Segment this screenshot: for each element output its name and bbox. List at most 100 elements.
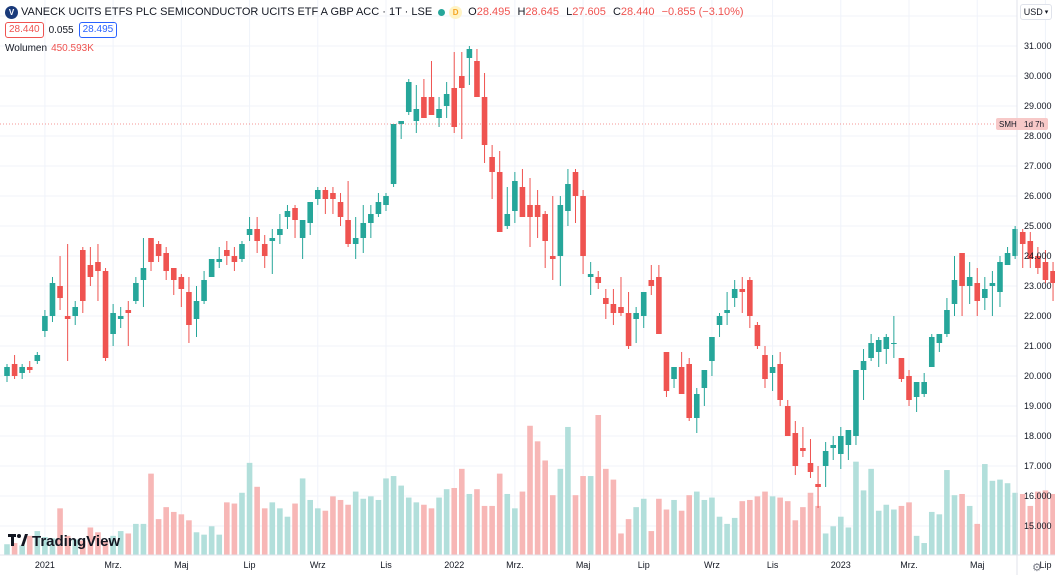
candle-body xyxy=(1004,253,1011,265)
candle-body xyxy=(383,196,389,205)
candle xyxy=(618,277,624,316)
candle-body xyxy=(80,250,86,301)
volume-bar xyxy=(731,517,738,555)
bid-ask-row: 28.440 0.055 28.495 xyxy=(5,22,118,38)
price-axis-label: SMH 1d 7h xyxy=(996,118,1048,130)
candle xyxy=(133,277,139,304)
tradingview-logo[interactable]: TradingView xyxy=(8,533,120,550)
candle-body xyxy=(777,364,783,400)
time-tick-label: 2021 xyxy=(35,560,55,570)
volume-bar xyxy=(398,485,404,555)
volume-bar xyxy=(800,507,806,555)
candle xyxy=(239,241,245,262)
candle-body xyxy=(299,220,306,238)
candle xyxy=(314,187,321,205)
delay-badge[interactable]: D xyxy=(449,5,463,19)
price-tick-label: 22.000 xyxy=(1024,311,1052,321)
candle xyxy=(997,256,1003,307)
candle xyxy=(254,217,260,253)
candle-body xyxy=(784,406,791,436)
candle-body xyxy=(587,274,594,277)
candle-body xyxy=(178,277,185,289)
candle xyxy=(587,262,594,295)
volume-bar xyxy=(549,495,556,555)
candle xyxy=(261,235,268,268)
candle xyxy=(352,217,359,259)
candle-body xyxy=(277,229,283,235)
candle xyxy=(1027,232,1034,268)
candle-body xyxy=(928,337,935,367)
candle-body xyxy=(170,268,177,280)
volume-bar xyxy=(474,489,480,555)
buy-price-button[interactable]: 28.495 xyxy=(78,22,118,38)
candle xyxy=(87,247,94,286)
price-tick-label: 31.000 xyxy=(1024,41,1052,51)
volume-bar xyxy=(307,499,313,555)
candle-body xyxy=(1012,229,1018,256)
candle-body xyxy=(398,121,404,124)
candle-body xyxy=(1027,241,1034,259)
currency-select[interactable]: USD ▾ xyxy=(1020,4,1052,20)
volume-bar xyxy=(633,507,639,555)
candle xyxy=(201,271,207,304)
candle xyxy=(549,196,556,280)
candle xyxy=(322,187,329,214)
volume-bar xyxy=(769,496,776,555)
volume-bar xyxy=(504,493,511,555)
candle-body xyxy=(944,310,950,334)
volume-bar xyxy=(739,501,746,555)
volume-bar xyxy=(201,534,207,555)
volume-bar xyxy=(246,462,253,555)
candle xyxy=(572,169,579,223)
volume-bar xyxy=(1019,493,1026,555)
ohlc-readout: O28.495 H28.645 L27.605 C28.440 −0.855 (… xyxy=(468,6,747,18)
sell-price-button[interactable]: 28.440 xyxy=(5,22,44,38)
candle xyxy=(845,430,852,460)
volume-bar xyxy=(459,468,465,555)
candle-body xyxy=(921,382,927,394)
candle-body xyxy=(1019,232,1026,244)
volume-bar xyxy=(466,493,473,555)
candle xyxy=(496,151,503,232)
volume-bar xyxy=(542,460,548,555)
candle xyxy=(671,367,677,388)
candle-body xyxy=(724,310,730,313)
time-tick-label: Lis xyxy=(767,560,779,570)
candle xyxy=(451,52,458,133)
volume-series xyxy=(4,415,1055,555)
candle xyxy=(898,358,905,382)
time-tick-label: Mrz. xyxy=(900,560,918,570)
candle xyxy=(891,316,897,358)
ohlc-open: 28.495 xyxy=(476,6,511,18)
volume-bar xyxy=(648,531,655,555)
symbol-title[interactable]: VANECK UCITS ETFS PLC SEMICONDUCTOR UCIT… xyxy=(21,6,433,18)
candle xyxy=(838,427,844,469)
candle xyxy=(117,307,124,328)
candle-body xyxy=(731,289,738,298)
candle-body xyxy=(875,340,882,352)
volume-label[interactable]: Wolumen xyxy=(5,43,48,54)
candle-body xyxy=(936,334,943,343)
volume-bar xyxy=(102,540,109,555)
candle xyxy=(822,442,829,487)
volume-bar xyxy=(277,508,283,555)
candle-body xyxy=(580,196,586,256)
candle-body xyxy=(269,238,276,241)
candle-body xyxy=(769,367,776,373)
candle xyxy=(375,193,382,217)
candle xyxy=(807,439,814,478)
volume-bar xyxy=(11,543,18,555)
candle xyxy=(678,352,685,394)
price-axis[interactable]: 32.00031.00030.00029.00028.00027.00026.0… xyxy=(1024,11,1052,531)
candle xyxy=(875,337,882,367)
volume-bar xyxy=(565,426,571,555)
time-axis[interactable]: 2021 Mrz. Maj Lip Wrz Lis 2022 Mrz. Maj Lip Wrz Lis… xyxy=(35,560,1052,570)
volume-bar xyxy=(110,535,116,555)
volume-bar xyxy=(921,543,927,555)
candle-body xyxy=(656,277,662,334)
price-tick-label: 23.000 xyxy=(1024,281,1052,291)
settings-gear-icon[interactable]: ⚙ xyxy=(1032,562,1042,574)
volume-bar xyxy=(891,509,897,555)
candle xyxy=(140,238,147,307)
